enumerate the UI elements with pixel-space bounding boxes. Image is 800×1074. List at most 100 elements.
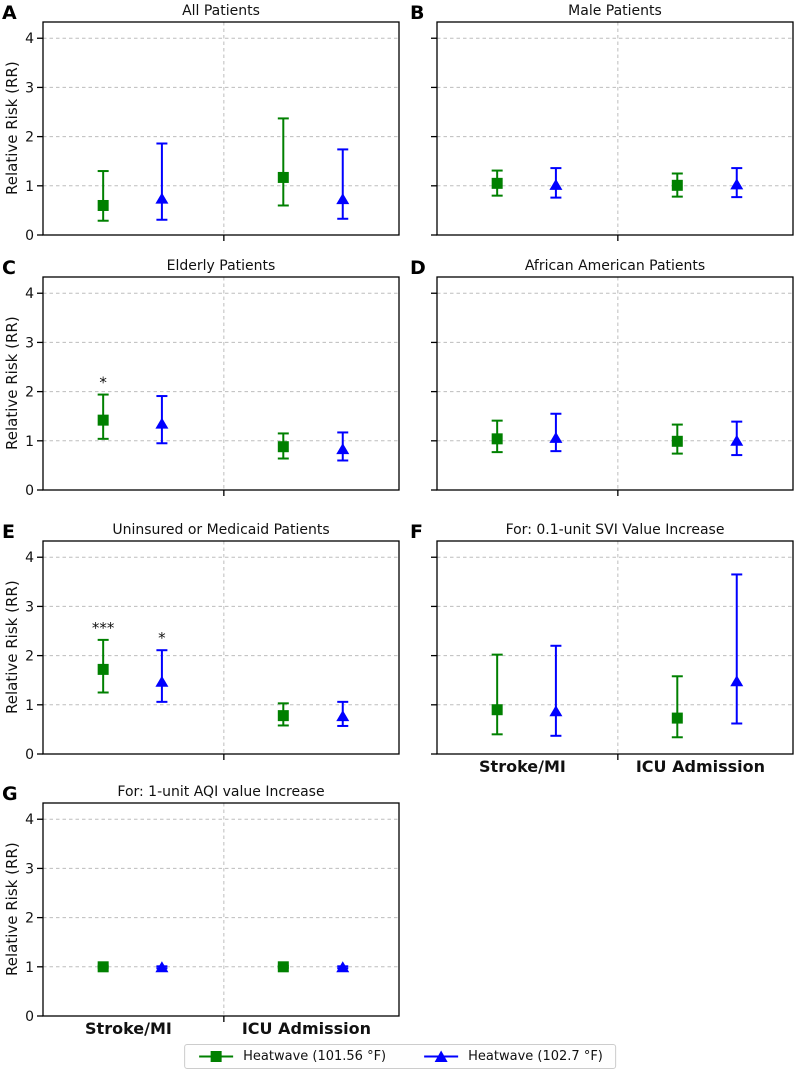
legend-item-heatwave-102: Heatwave (102.7 °F) xyxy=(422,1049,603,1064)
y-tick-label: 4 xyxy=(25,550,34,566)
triangle-marker-icon xyxy=(424,1050,459,1062)
square-marker-icon xyxy=(277,171,289,183)
error-bar xyxy=(491,653,503,736)
error-bar xyxy=(155,961,169,973)
panel-letter: G xyxy=(2,783,18,805)
y-tick-label: 2 xyxy=(25,385,34,401)
plot-area xyxy=(431,276,794,496)
x-tick-label: Stroke/MI xyxy=(85,1019,172,1038)
triangle-marker-icon xyxy=(155,675,169,687)
error-bar xyxy=(730,167,744,199)
panel-title: For: 0.1-unit SVI Value Increase xyxy=(505,522,725,538)
plot-area xyxy=(431,21,794,241)
y-tick-label: 2 xyxy=(25,911,34,927)
significance-annotation: *** xyxy=(92,619,115,637)
square-marker-icon xyxy=(671,712,683,724)
square-marker-icon xyxy=(97,663,109,675)
x-tick-label: ICU Admission xyxy=(241,1019,372,1038)
y-tick-label: 2 xyxy=(25,130,34,146)
triangle-marker-icon xyxy=(155,417,169,429)
error-bar xyxy=(549,167,563,199)
panel-letter: F xyxy=(410,521,423,543)
legend: Heatwave (101.56 °F) Heatwave (102.7 °F) xyxy=(184,1044,616,1069)
plot-area: 0 1 2 3 4 * xyxy=(25,276,400,499)
panel-title: African American Patients xyxy=(524,258,706,274)
panel-letter: B xyxy=(410,2,425,24)
y-tick-label: 4 xyxy=(25,286,34,302)
square-marker-icon xyxy=(97,961,109,973)
plot-area: 0 1 2 3 4 xyxy=(25,802,400,1025)
y-tick-label: 3 xyxy=(25,861,34,877)
error-bar xyxy=(491,169,503,197)
error-bar xyxy=(730,420,744,457)
axis-frame xyxy=(436,540,794,755)
error-bar xyxy=(336,700,350,727)
panel-title: For: 1-unit AQI value Increase xyxy=(117,784,325,800)
square-marker-icon xyxy=(97,414,109,426)
y-tick-label: 1 xyxy=(25,698,34,714)
axis-frame xyxy=(436,276,794,491)
y-tick-label: 3 xyxy=(25,80,34,96)
triangle-marker-icon xyxy=(730,434,744,446)
triangle-marker-icon xyxy=(549,178,563,190)
square-marker-icon xyxy=(277,710,289,722)
significance-annotation: * xyxy=(158,629,166,647)
axis-frame xyxy=(42,276,400,491)
significance-annotation: * xyxy=(99,374,107,392)
square-marker-icon xyxy=(491,704,503,716)
panel-letter: C xyxy=(2,257,16,279)
y-tick-label: 1 xyxy=(25,434,34,450)
y-tick-label: 0 xyxy=(25,747,34,763)
square-marker-icon xyxy=(199,1051,234,1062)
error-bar xyxy=(277,432,289,460)
legend-label: Heatwave (102.7 °F) xyxy=(468,1049,603,1064)
y-tick-label: 4 xyxy=(25,812,34,828)
legend-label: Heatwave (101.56 °F) xyxy=(243,1049,387,1064)
triangle-marker-icon xyxy=(730,675,744,687)
error-bar xyxy=(336,961,350,973)
square-marker-icon xyxy=(277,961,289,973)
square-marker-icon xyxy=(671,435,683,447)
triangle-marker-icon xyxy=(549,431,563,443)
error-bar xyxy=(277,961,289,973)
panel-title: Uninsured or Medicaid Patients xyxy=(112,522,330,538)
panel-letter: E xyxy=(2,521,15,543)
triangle-marker-icon xyxy=(336,710,350,722)
triangle-marker-icon xyxy=(336,961,350,973)
axis-frame xyxy=(436,21,794,236)
y-tick-label: 0 xyxy=(25,228,34,244)
error-bar xyxy=(336,148,350,220)
triangle-marker-icon xyxy=(549,705,563,717)
triangle-marker-icon xyxy=(336,193,350,205)
legend-item-heatwave-101: Heatwave (101.56 °F) xyxy=(197,1049,386,1064)
plot-area: 0 1 2 3 4 xyxy=(25,21,400,244)
plot-area xyxy=(431,540,794,760)
error-bar xyxy=(97,170,109,222)
error-bar xyxy=(336,431,350,462)
error-bar: *** xyxy=(92,619,115,694)
error-bar xyxy=(155,395,169,445)
triangle-marker-icon xyxy=(155,192,169,204)
square-marker-icon xyxy=(491,177,503,189)
y-tick-label: 4 xyxy=(25,31,34,47)
square-marker-icon xyxy=(277,441,289,453)
triangle-marker-icon xyxy=(730,178,744,190)
error-bar xyxy=(730,573,744,725)
error-bar xyxy=(671,423,683,455)
error-bar: * xyxy=(97,374,109,440)
x-tick-label: Stroke/MI xyxy=(479,757,566,776)
error-bar xyxy=(155,142,169,221)
error-bar xyxy=(491,419,503,454)
error-bar xyxy=(97,961,109,973)
y-tick-label: 1 xyxy=(25,960,34,976)
y-tick-label: 2 xyxy=(25,649,34,665)
axis-frame xyxy=(42,540,400,755)
error-bar xyxy=(671,172,683,198)
error-bar xyxy=(549,644,563,737)
y-tick-label: 3 xyxy=(25,335,34,351)
y-tick-label: 3 xyxy=(25,599,34,615)
axis-frame xyxy=(42,21,400,236)
y-tick-label: 0 xyxy=(25,1009,34,1025)
